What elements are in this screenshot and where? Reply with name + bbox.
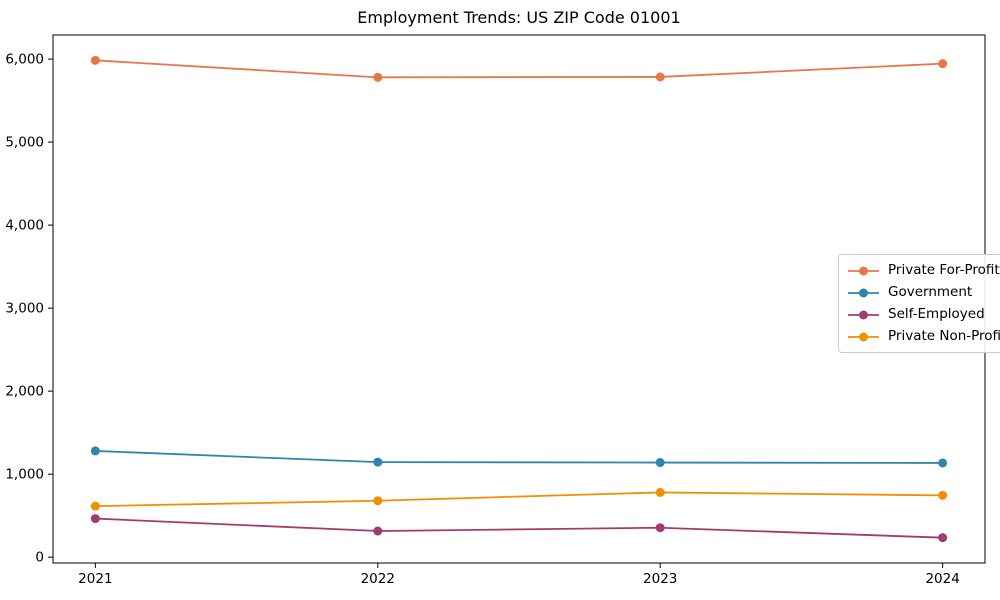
series-line-private-non-profit xyxy=(94,491,944,508)
legend-item-government: Government xyxy=(848,284,1000,301)
legend-marker-icon xyxy=(848,288,879,297)
legend-dot-sample xyxy=(859,266,868,275)
data-point-marker xyxy=(90,55,100,65)
chart-title: Employment Trends: US ZIP Code 01001 xyxy=(357,8,681,27)
data-point-marker xyxy=(373,457,383,467)
x-axis-tick-label: 2022 xyxy=(361,571,395,587)
data-point-marker xyxy=(373,496,383,506)
y-axis-tick-label: 6,000 xyxy=(5,52,44,68)
data-point-marker xyxy=(90,514,100,524)
series-line-self-employed xyxy=(94,517,944,539)
legend: Private For-Profit Government Self-Employe… xyxy=(838,254,1000,353)
y-axis-tick-label: 5,000 xyxy=(5,135,44,151)
x-axis-tick-label: 2023 xyxy=(643,571,677,587)
legend-dot-sample xyxy=(859,288,868,297)
legend-dot-sample xyxy=(859,310,868,319)
data-point-marker xyxy=(938,59,948,69)
data-point-marker xyxy=(938,533,948,543)
legend-label-government: Government xyxy=(888,284,973,300)
legend-dot-sample xyxy=(859,332,868,341)
data-point-marker xyxy=(373,72,383,82)
x-axis-tick-label: 2024 xyxy=(925,571,959,587)
x-axis-tick-label: 2021 xyxy=(78,571,112,587)
y-axis-tick-label: 3,000 xyxy=(5,301,44,317)
legend-item-private-non-profit: Private Non-Profit xyxy=(848,328,1000,345)
legend-label-self-employed: Self-Employed xyxy=(888,306,985,322)
legend-item-private-for-profit: Private For-Profit xyxy=(848,262,1000,279)
legend-label-private-non-profit: Private Non-Profit xyxy=(888,328,1000,344)
data-point-marker xyxy=(938,458,948,468)
legend-marker-icon xyxy=(848,310,879,319)
data-point-marker xyxy=(655,523,665,533)
data-point-marker xyxy=(373,526,383,536)
data-point-marker xyxy=(90,501,100,511)
series-line-government xyxy=(94,450,944,464)
data-point-marker xyxy=(655,487,665,497)
legend-marker-icon xyxy=(848,266,879,275)
legend-label-private-for-profit: Private For-Profit xyxy=(888,262,1000,278)
data-point-marker xyxy=(655,72,665,82)
data-point-marker xyxy=(90,446,100,456)
legend-marker-icon xyxy=(848,332,879,341)
legend-item-self-employed: Self-Employed xyxy=(848,306,1000,323)
y-axis-tick-label: 2,000 xyxy=(5,384,44,400)
y-axis-tick-label: 0 xyxy=(35,550,44,566)
data-point-marker xyxy=(655,458,665,468)
y-axis-tick-label: 4,000 xyxy=(5,218,44,234)
series-line-private-for-profit xyxy=(94,59,944,79)
y-axis-tick-label: 1,000 xyxy=(5,467,44,483)
data-point-marker xyxy=(938,490,948,500)
